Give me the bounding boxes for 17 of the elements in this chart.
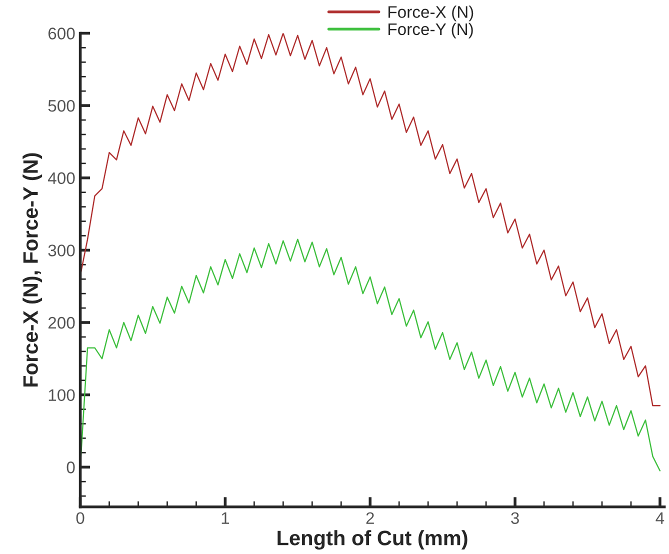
y-tick-label: 100	[48, 389, 75, 402]
y-tick-label: 500	[48, 100, 75, 112]
y-tick-label: 400	[48, 172, 75, 184]
x-tick-label: 1	[222, 512, 230, 524]
legend-label: Force-Y (N)	[388, 22, 473, 38]
legend-label: Force-X (N)	[388, 6, 474, 22]
y-tick-label: 600	[48, 28, 75, 40]
x-axis-title: Length of Cut (mm)	[278, 530, 468, 550]
y-tick-label: 200	[48, 316, 75, 329]
x-tick-label: 4	[656, 512, 664, 524]
x-tick-label: 2	[366, 512, 374, 524]
y-axis-title: Force-X (N), Force-Y (N)	[22, 153, 42, 387]
y-tick-label: 300	[48, 244, 75, 256]
line-series	[80, 238, 661, 472]
y-tick-label: 0	[66, 462, 75, 474]
x-tick-label: 3	[511, 512, 519, 524]
x-tick-label: 0	[76, 512, 84, 524]
